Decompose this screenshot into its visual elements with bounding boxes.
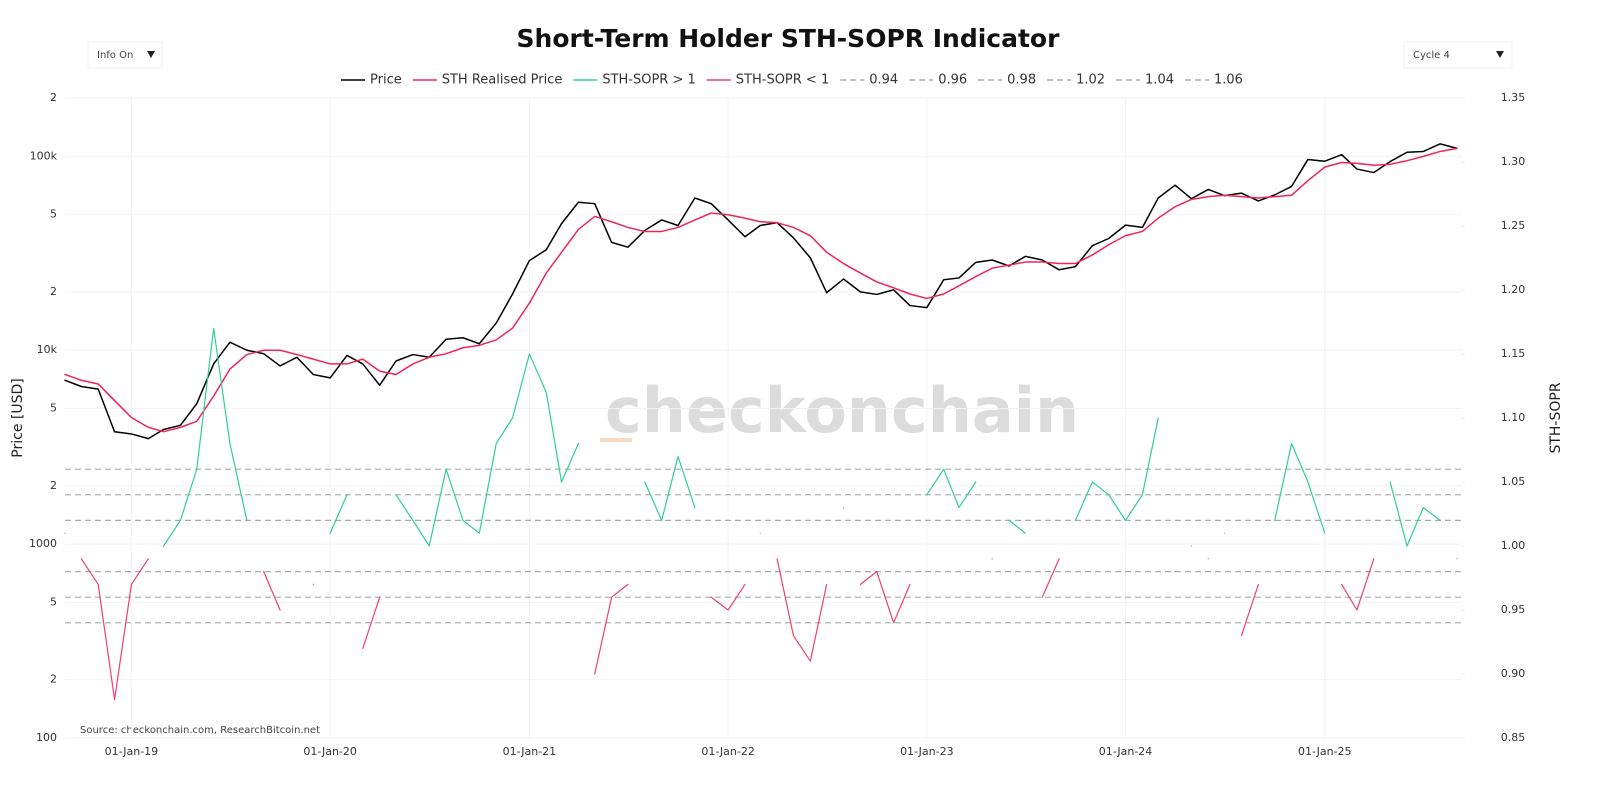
y2-tick-label: 0.85	[1501, 731, 1526, 744]
y2-tick-label: 1.05	[1501, 475, 1526, 488]
dropdown-arrow[interactable]	[1496, 51, 1504, 58]
x-tick-label: 01-Jan-22	[701, 745, 755, 758]
y2-tick-label: 1.10	[1501, 411, 1526, 424]
y-tick-label: 10k	[37, 343, 58, 356]
series-line	[80, 558, 1458, 701]
x-tick-label: 01-Jan-25	[1298, 745, 1352, 758]
y2-tick-label: 1.15	[1501, 347, 1526, 360]
dropdown-arrow[interactable]	[147, 51, 155, 58]
x-tick-label: 01-Jan-21	[503, 745, 557, 758]
legend-label: STH-SOPR > 1	[602, 73, 695, 88]
y2-tick-label: 1.35	[1501, 91, 1526, 104]
y-tick-label: 2	[50, 91, 57, 104]
x-tick-label: 01-Jan-19	[105, 745, 159, 758]
legend-label: 1.02	[1076, 73, 1105, 88]
legend: Price STH Realised Price STH-SOPR > 1 STH-S…	[341, 73, 1243, 88]
y-axis-label: Price [USD]	[10, 378, 26, 457]
y-tick-label: 2	[50, 479, 57, 492]
y-tick-label: 5	[50, 208, 57, 221]
source-note: Source: checkonchain.com, ResearchBitcoi…	[80, 725, 320, 736]
y2-tick-label: 1.20	[1501, 283, 1526, 296]
y2-axis-label: STH-SOPR	[1548, 382, 1564, 453]
grid: 100 2 5 1000 2 5 10k 2 5 100k 2 0.85 0.90 0.95 1.00 1.0…	[29, 91, 1525, 758]
y-tick-label: 5	[50, 402, 57, 415]
x-tick-label: 01-Jan-23	[900, 745, 954, 758]
watermark: checkonchain	[605, 374, 1079, 447]
y2-tick-label: 1.00	[1501, 539, 1526, 552]
legend-label: 0.96	[938, 73, 967, 88]
series-line	[64, 327, 1441, 547]
legend-label: 0.94	[869, 73, 898, 88]
x-tick-label: 01-Jan-20	[303, 745, 357, 758]
y2-tick-label: 0.95	[1501, 603, 1526, 616]
legend-label: 0.98	[1007, 73, 1036, 88]
legend-label: 1.04	[1145, 73, 1174, 88]
x-tick-label: 01-Jan-24	[1099, 745, 1153, 758]
legend-label: Price	[370, 73, 402, 88]
y-tick-label: 100k	[30, 149, 58, 162]
plot	[64, 143, 1462, 701]
legend-label: STH-SOPR < 1	[736, 73, 829, 88]
y2-tick-label: 0.90	[1501, 667, 1526, 680]
info-dropdown[interactable]: Info On	[87, 41, 163, 69]
y-tick-label: 1000	[29, 537, 57, 550]
legend-label: 1.06	[1214, 73, 1243, 88]
dropdown-box[interactable]	[1403, 41, 1513, 69]
dropdown-label[interactable]: Cycle 4	[1413, 50, 1450, 61]
chart-title: Short-Term Holder STH-SOPR Indicator	[517, 24, 1061, 53]
legend-label: STH Realised Price	[442, 73, 563, 88]
y2-tick-label: 1.25	[1501, 219, 1526, 232]
series-line	[64, 147, 1458, 433]
cycle-dropdown[interactable]: Cycle 4	[1403, 41, 1513, 69]
y-tick-label: 2	[50, 673, 57, 686]
y-tick-label: 100	[36, 731, 57, 744]
y2-tick-label: 1.30	[1501, 155, 1526, 168]
y-tick-label: 5	[50, 595, 57, 608]
y-tick-label: 2	[50, 285, 57, 298]
watermark-accent	[600, 438, 632, 442]
dropdown-label[interactable]: Info On	[97, 50, 133, 61]
